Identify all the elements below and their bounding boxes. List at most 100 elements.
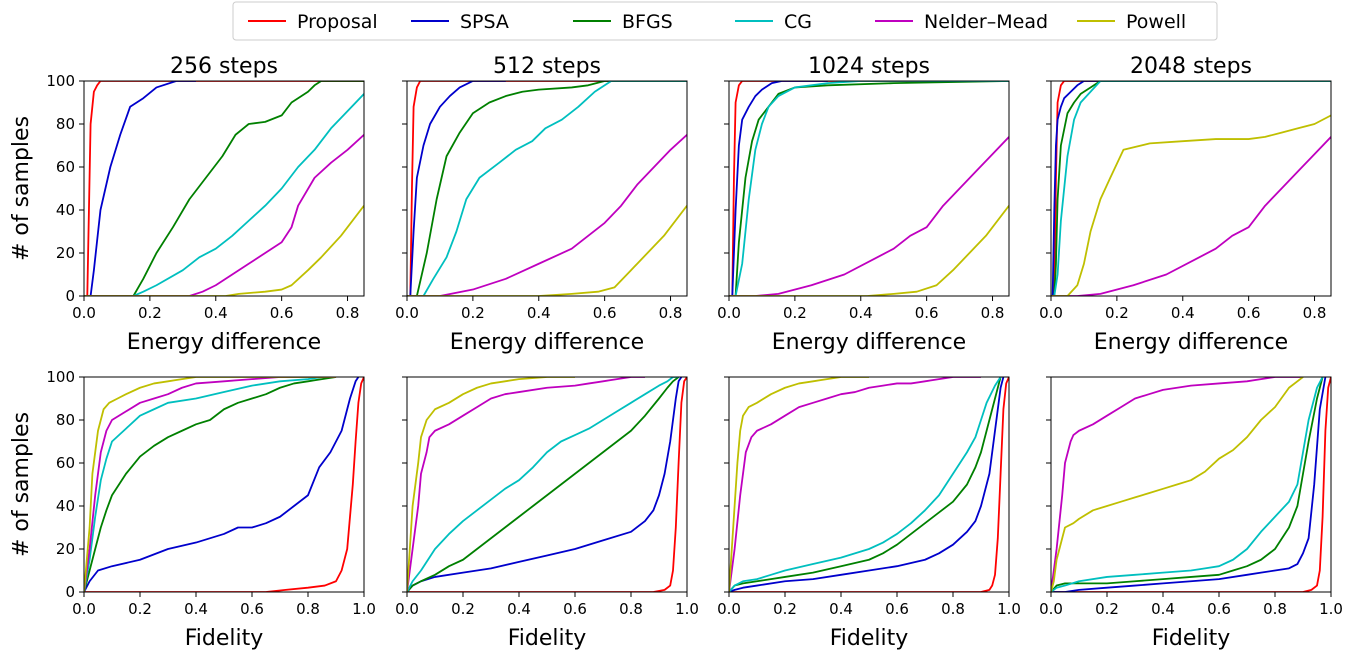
x-tick-label: 0.6	[915, 304, 939, 322]
plot-frame	[83, 80, 365, 297]
x-tick-label: 0.6	[885, 600, 909, 618]
y-tick-label: 0	[65, 583, 75, 601]
x-tick-label: 0.6	[593, 304, 617, 322]
x-tick-label: 0.0	[717, 304, 741, 322]
series-line	[84, 81, 364, 296]
chart-panel: 0.0 0.2 0.4 0.6 0.8 0 20 40 60 80 100 256 steps Ener…	[9, 54, 365, 355]
series-line	[1051, 377, 1324, 592]
series-line	[1051, 81, 1331, 296]
series-line	[1051, 81, 1331, 296]
x-tick-label: 0.4	[184, 600, 208, 618]
plot-frame	[83, 376, 365, 593]
series-line	[407, 81, 687, 296]
x-tick-label: 0.4	[849, 304, 873, 322]
y-tick-label: 20	[56, 244, 75, 262]
x-tick-label: 0.4	[1151, 600, 1175, 618]
series-line	[1051, 81, 1150, 296]
x-tick-label: 0.6	[1237, 304, 1261, 322]
series-line	[84, 205, 364, 296]
chart-panel: 0.0 0.2 0.4 0.6 0.8 1.0 Fidelity	[395, 376, 699, 651]
series-line	[729, 377, 1002, 592]
series-line	[1051, 377, 1324, 592]
y-tick-label: 80	[56, 411, 75, 429]
chart-panel: 0.0 0.2 0.4 0.6 0.8 1.0 Fidelity	[717, 376, 1021, 651]
series-line	[84, 377, 360, 592]
series-line	[84, 377, 337, 592]
x-axis-label: Fidelity	[185, 626, 264, 651]
legend-label: Powell	[1126, 11, 1186, 33]
series-line	[407, 81, 506, 296]
legend-frame	[232, 1, 1218, 41]
series-line	[84, 81, 364, 296]
x-tick-label: 0.0	[1039, 600, 1063, 618]
series-line	[84, 377, 336, 592]
series-line	[729, 81, 1009, 296]
x-tick-label: 0.0	[717, 600, 741, 618]
legend-label: CG	[784, 11, 812, 33]
series-line	[729, 81, 1009, 296]
plot-frame	[1050, 80, 1332, 297]
y-tick-label: 60	[56, 454, 75, 472]
y-tick-label: 0	[65, 287, 75, 305]
legend: Proposal SPSA BFGS CG Nelder–Mead Powell	[232, 1, 1218, 41]
x-tick-label: 0.0	[72, 600, 96, 618]
series-line	[407, 377, 687, 592]
x-tick-label: 0.6	[563, 600, 587, 618]
chart-panel: 0.0 0.2 0.4 0.6 0.8 1.0 Fidelity	[1039, 376, 1343, 651]
legend-label: Nelder–Mead	[924, 11, 1048, 33]
series-line	[729, 377, 1005, 592]
x-tick-label: 0.0	[395, 304, 419, 322]
y-tick-label: 20	[56, 540, 75, 558]
x-tick-label: 0.0	[1039, 304, 1063, 322]
x-axis-label: Fidelity	[830, 626, 909, 651]
x-tick-label: 0.8	[659, 304, 683, 322]
chart-panel: 0.0 0.2 0.4 0.6 0.8 1.0 0 20 40 60 80 100 Fidelity # …	[9, 368, 376, 651]
x-axis-label: Fidelity	[508, 626, 587, 651]
x-tick-label: 0.2	[451, 600, 475, 618]
series-line	[84, 134, 364, 296]
y-axis-label: # of samples	[9, 116, 34, 261]
series-line	[1051, 136, 1331, 296]
x-tick-label: 0.4	[204, 304, 228, 322]
series-line	[407, 377, 683, 592]
series-line	[729, 136, 1009, 296]
plot-frame	[1050, 376, 1332, 593]
x-tick-label: 0.6	[270, 304, 294, 322]
x-tick-label: 0.4	[527, 304, 551, 322]
chart-panel: 0.0 0.2 0.4 0.6 0.8 512 steps Energy differenc…	[395, 54, 688, 355]
y-tick-label: 100	[46, 368, 75, 386]
x-tick-label: 0.4	[1171, 304, 1195, 322]
series-line	[407, 81, 687, 296]
x-tick-label: 0.2	[773, 600, 797, 618]
series-line	[729, 205, 1009, 296]
y-tick-label: 80	[56, 115, 75, 133]
x-tick-label: 0.0	[395, 600, 419, 618]
y-tick-label: 60	[56, 158, 75, 176]
x-axis-label: Energy difference	[1094, 330, 1288, 355]
plot-frame	[406, 376, 688, 593]
x-tick-label: 0.2	[1105, 304, 1129, 322]
x-tick-label: 0.8	[981, 304, 1005, 322]
series-line	[407, 377, 679, 592]
series-line	[729, 377, 869, 592]
x-axis-label: Energy difference	[450, 330, 644, 355]
x-axis-label: Energy difference	[772, 330, 966, 355]
series-line	[84, 93, 364, 296]
x-tick-label: 0.8	[619, 600, 643, 618]
series-line	[84, 377, 336, 592]
series-line	[729, 377, 1009, 592]
series-line	[1051, 377, 1304, 592]
series-line	[729, 81, 828, 296]
series-line	[407, 205, 687, 296]
x-tick-label: 0.2	[138, 304, 162, 322]
legend-label: BFGS	[622, 11, 673, 33]
x-tick-label: 0.8	[336, 304, 360, 322]
x-tick-label: 0.8	[296, 600, 320, 618]
x-tick-label: 0.8	[1303, 304, 1327, 322]
x-tick-label: 1.0	[675, 600, 699, 618]
x-tick-label: 0.6	[240, 600, 264, 618]
x-tick-label: 1.0	[997, 600, 1021, 618]
x-tick-label: 0.4	[829, 600, 853, 618]
series-line	[84, 81, 196, 296]
